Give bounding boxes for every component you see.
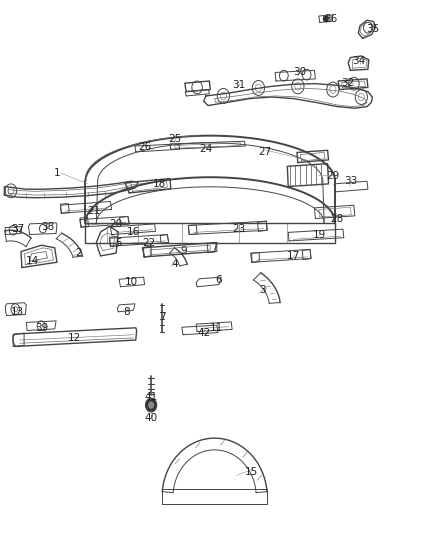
Text: 19: 19 — [313, 230, 326, 239]
Text: 7: 7 — [159, 312, 166, 322]
Text: 14: 14 — [26, 256, 39, 266]
Text: 35: 35 — [366, 25, 379, 34]
Text: 9: 9 — [180, 246, 187, 255]
Text: 34: 34 — [353, 56, 366, 66]
Text: 1: 1 — [53, 168, 60, 178]
Text: 41: 41 — [145, 392, 158, 402]
Circle shape — [148, 401, 154, 409]
Circle shape — [323, 15, 329, 22]
Text: 33: 33 — [344, 176, 357, 186]
Text: 18: 18 — [153, 179, 166, 189]
Text: 25: 25 — [169, 134, 182, 143]
Text: 21: 21 — [88, 206, 101, 215]
Text: 10: 10 — [125, 278, 138, 287]
Text: 17: 17 — [287, 251, 300, 261]
Text: 23: 23 — [232, 224, 245, 234]
Text: 38: 38 — [42, 222, 55, 231]
Text: 13: 13 — [11, 307, 24, 317]
Text: 11: 11 — [210, 323, 223, 333]
Text: 26: 26 — [138, 142, 151, 151]
Text: 5: 5 — [115, 238, 122, 247]
Text: 28: 28 — [331, 214, 344, 223]
Text: 2: 2 — [75, 248, 82, 258]
Text: 24: 24 — [199, 144, 212, 154]
Text: 42: 42 — [197, 328, 210, 338]
Text: 22: 22 — [142, 238, 155, 247]
Text: 15: 15 — [245, 467, 258, 477]
Text: 3: 3 — [259, 286, 266, 295]
Text: 20: 20 — [110, 219, 123, 229]
Text: 32: 32 — [342, 78, 355, 87]
Text: 8: 8 — [124, 307, 131, 317]
Text: 6: 6 — [215, 275, 223, 285]
Text: 36: 36 — [324, 14, 337, 23]
Text: 4: 4 — [172, 259, 179, 269]
Text: 31: 31 — [232, 80, 245, 90]
Text: 30: 30 — [293, 67, 307, 77]
Text: 16: 16 — [127, 227, 140, 237]
Text: 37: 37 — [11, 224, 24, 234]
Text: 27: 27 — [258, 147, 272, 157]
Text: 29: 29 — [326, 171, 339, 181]
Text: 12: 12 — [68, 334, 81, 343]
Circle shape — [145, 398, 157, 412]
Text: 40: 40 — [145, 414, 158, 423]
Text: 39: 39 — [35, 323, 48, 333]
